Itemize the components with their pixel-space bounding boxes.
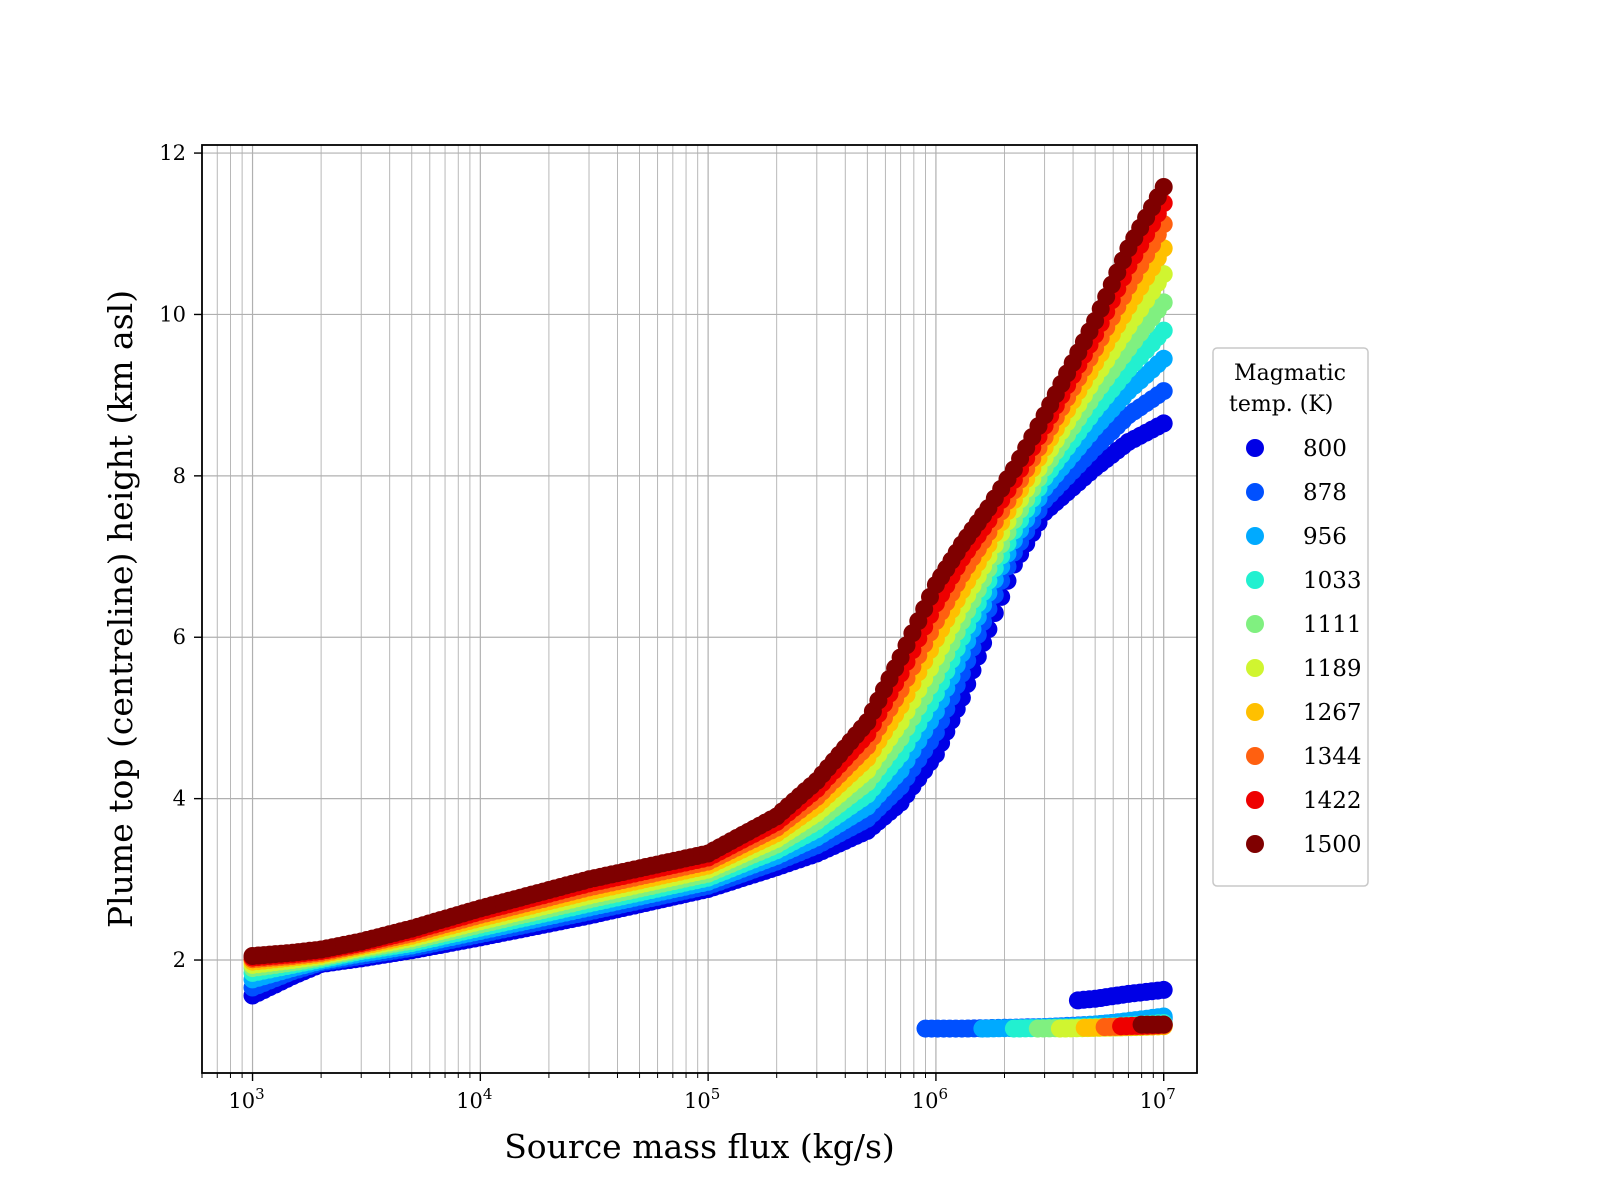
legend-marker [1246, 703, 1264, 721]
legend-item: 1033 [1246, 568, 1362, 594]
legend-label: 1267 [1303, 700, 1362, 726]
data-point [1154, 178, 1173, 196]
y-tick-label: 4 [173, 787, 186, 811]
legend-item: 1189 [1246, 656, 1362, 682]
legend-item: 1111 [1246, 612, 1362, 638]
legend-marker [1246, 659, 1264, 677]
plot-frame [201, 144, 1198, 1074]
legend-item: 1500 [1246, 832, 1362, 858]
legend-marker [1246, 747, 1264, 765]
data-point [1154, 382, 1173, 401]
legend-label: 1033 [1303, 568, 1362, 594]
legend-label: 800 [1303, 436, 1347, 462]
x-tick-label: 104 [456, 1085, 492, 1113]
legend-marker [1246, 791, 1264, 809]
y-tick-label: 10 [159, 302, 186, 326]
legend-marker [1246, 835, 1264, 853]
legend-title-line-2: temp. (K) [1229, 392, 1333, 417]
y-axis-title: Plume top (centreline) height (km asl) [101, 290, 140, 928]
legend-label: 1111 [1303, 612, 1362, 638]
legend-label: 878 [1303, 480, 1347, 506]
y-tick-label: 12 [159, 141, 186, 165]
legend-item: 878 [1246, 480, 1347, 506]
y-tick-label: 8 [173, 464, 186, 488]
legend-marker [1246, 483, 1264, 501]
legend-item: 800 [1246, 436, 1347, 462]
legend-marker [1246, 615, 1264, 633]
legend-marker [1246, 571, 1264, 589]
legend-item: 1267 [1246, 700, 1362, 726]
data-point [1154, 349, 1173, 368]
x-axis-title: Source mass flux (kg/s) [504, 1127, 895, 1166]
legend-label: 1189 [1303, 656, 1362, 682]
series-1500 [243, 178, 1173, 1034]
legend-marker [1246, 439, 1264, 457]
legend-item: 1344 [1246, 744, 1362, 770]
legend: Magmatic temp. (K) 800 878 956 1033 1111 1189… [1212, 347, 1369, 887]
y-tick-label: 2 [173, 948, 186, 972]
legend-items: 800 878 956 1033 1111 1189 1267 1344 1422 1500 [1246, 436, 1362, 858]
data-point-lower-branch [1154, 1015, 1173, 1034]
legend-marker [1246, 527, 1264, 545]
data-point [1154, 321, 1173, 340]
data-point [1154, 293, 1173, 312]
legend-label: 1344 [1303, 744, 1362, 770]
legend-label: 956 [1303, 524, 1347, 550]
x-tick-label: 105 [684, 1085, 720, 1113]
legend-item: 1422 [1246, 788, 1362, 814]
data-point [1154, 414, 1173, 433]
legend-label: 1422 [1303, 788, 1362, 814]
axis-ticks: 103 104 105 106 107 2 4 6 8 10 12 [159, 141, 1176, 1113]
x-tick-label: 107 [1140, 1085, 1176, 1113]
grid [201, 145, 1197, 1073]
x-tick-label: 106 [912, 1085, 948, 1113]
data-point-lower-branch [1154, 980, 1173, 999]
y-tick-label: 6 [173, 625, 186, 649]
data-points [243, 178, 1173, 1038]
legend-title: Magmatic [1234, 361, 1346, 386]
legend-item: 956 [1246, 524, 1347, 550]
legend-label: 1500 [1303, 832, 1362, 858]
x-tick-label: 103 [228, 1085, 264, 1113]
